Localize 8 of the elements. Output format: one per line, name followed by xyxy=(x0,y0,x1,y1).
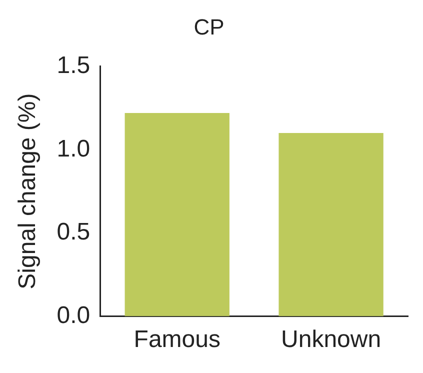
x-tick-label: Famous xyxy=(134,326,220,354)
y-axis-title: Signal change (%) xyxy=(14,93,42,290)
y-tick-label: 0.0 xyxy=(56,302,90,329)
x-tick-label: Unknown xyxy=(281,326,382,354)
chart-title: CP xyxy=(194,14,224,40)
y-tick-label: 1.0 xyxy=(56,135,90,162)
y-tick-label: 1.5 xyxy=(56,52,90,80)
y-tick-label: 0.5 xyxy=(56,218,90,246)
